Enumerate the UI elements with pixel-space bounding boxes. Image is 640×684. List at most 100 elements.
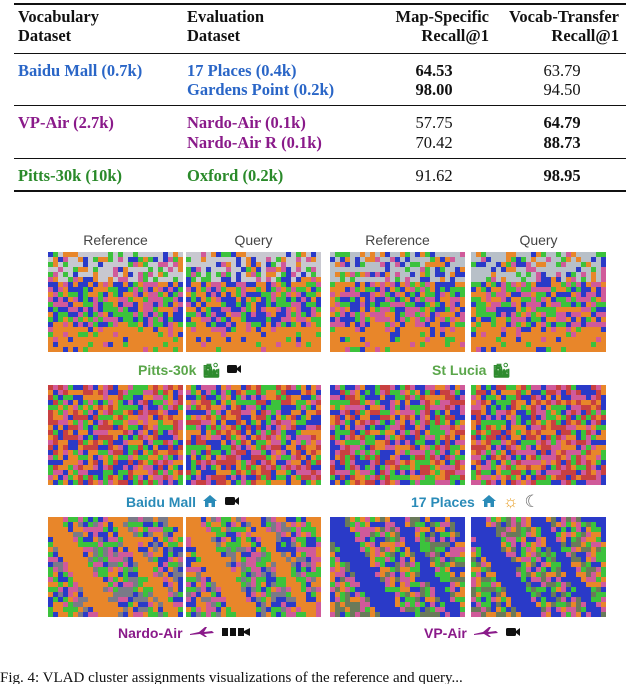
cluster-cell: [471, 302, 476, 307]
cluster-cell: [435, 342, 440, 347]
cluster-cell: [460, 317, 465, 322]
cluster-cell: [311, 522, 316, 527]
cluster-cell: [53, 597, 58, 602]
cluster-cell: [206, 415, 211, 420]
cluster-cell: [501, 470, 506, 475]
cluster-cell: [395, 440, 400, 445]
cluster-cell: [98, 572, 103, 577]
cluster-cell: [251, 450, 256, 455]
cluster-cell: [266, 455, 271, 460]
cluster-cell: [148, 587, 153, 592]
cluster-cell: [370, 322, 375, 327]
cluster-cell: [551, 480, 556, 485]
cluster-cell: [586, 252, 591, 257]
cluster-cell: [216, 470, 221, 475]
cluster-cell: [445, 252, 450, 257]
cluster-cell: [601, 425, 606, 430]
cluster-cell: [73, 347, 78, 352]
cluster-cell: [168, 450, 173, 455]
cluster-cell: [586, 420, 591, 425]
cluster-cell: [216, 252, 221, 257]
cluster-cell: [350, 292, 355, 297]
cluster-cell: [311, 400, 316, 405]
cluster-cell: [476, 347, 481, 352]
cluster-cell: [410, 252, 415, 257]
cluster-cell: [601, 480, 606, 485]
cluster-cell: [450, 302, 455, 307]
cluster-cell: [281, 337, 286, 342]
cluster-cell: [143, 395, 148, 400]
cluster-cell: [221, 475, 226, 480]
cluster-cell: [486, 332, 491, 337]
cluster-cell: [53, 602, 58, 607]
cluster-cell: [481, 405, 486, 410]
cluster-cell: [236, 455, 241, 460]
cluster-cell: [63, 282, 68, 287]
cluster-cell: [53, 400, 58, 405]
cluster-cell: [531, 465, 536, 470]
cluster-cell: [226, 332, 231, 337]
cluster-cell: [296, 465, 301, 470]
cluster-cell: [561, 292, 566, 297]
cluster-cell: [201, 517, 206, 522]
cluster-cell: [365, 302, 370, 307]
cluster-cell: [73, 400, 78, 405]
cluster-cell: [133, 445, 138, 450]
cluster-cell: [133, 415, 138, 420]
cluster-cell: [546, 455, 551, 460]
cluster-cell: [206, 435, 211, 440]
cluster-cell: [48, 292, 53, 297]
cluster-cell: [163, 420, 168, 425]
cluster-cell: [276, 522, 281, 527]
cluster-cell: [216, 327, 221, 332]
cluster-cell: [345, 445, 350, 450]
cluster-cell: [231, 337, 236, 342]
cluster-cell: [113, 465, 118, 470]
cluster-cell: [350, 277, 355, 282]
cluster-cell: [206, 475, 211, 480]
cluster-cell: [410, 292, 415, 297]
cluster-cell: [511, 267, 516, 272]
cluster-cell: [340, 445, 345, 450]
cluster-cell: [301, 435, 306, 440]
cluster-cell: [491, 480, 496, 485]
cluster-cell: [281, 480, 286, 485]
cluster-cell: [301, 312, 306, 317]
cluster-cell: [168, 327, 173, 332]
cluster-cell: [340, 390, 345, 395]
cluster-cell: [73, 420, 78, 425]
cluster-cell: [196, 405, 201, 410]
cluster-cell: [148, 542, 153, 547]
cluster-cell: [123, 252, 128, 257]
cluster-cell: [291, 400, 296, 405]
cluster-cell: [536, 287, 541, 292]
cluster-cell: [491, 322, 496, 327]
cluster-cell: [526, 337, 531, 342]
cluster-cell: [186, 302, 191, 307]
cluster-cell: [311, 272, 316, 277]
cluster-cell: [48, 557, 53, 562]
cluster-cell: [430, 470, 435, 475]
cluster-cell: [425, 272, 430, 277]
cluster-cell: [601, 337, 606, 342]
cluster-cell: [68, 312, 73, 317]
cluster-cell: [445, 450, 450, 455]
cluster-cell: [506, 440, 511, 445]
cluster-cell: [586, 455, 591, 460]
cluster-cell: [506, 307, 511, 312]
cluster-cell: [63, 267, 68, 272]
cluster-cell: [58, 542, 63, 547]
cluster-cell: [385, 267, 390, 272]
cluster-cell: [430, 465, 435, 470]
cluster-cell: [281, 395, 286, 400]
cluster-cell: [375, 390, 380, 395]
cluster-cell: [286, 385, 291, 390]
cluster-cell: [561, 297, 566, 302]
map-recall-cell: 91.62: [384, 166, 484, 185]
cluster-cell: [375, 297, 380, 302]
cluster-cell: [186, 297, 191, 302]
cluster-cell: [601, 475, 606, 480]
cluster-cell: [405, 342, 410, 347]
cluster-cell: [201, 470, 206, 475]
cluster-cell: [340, 410, 345, 415]
